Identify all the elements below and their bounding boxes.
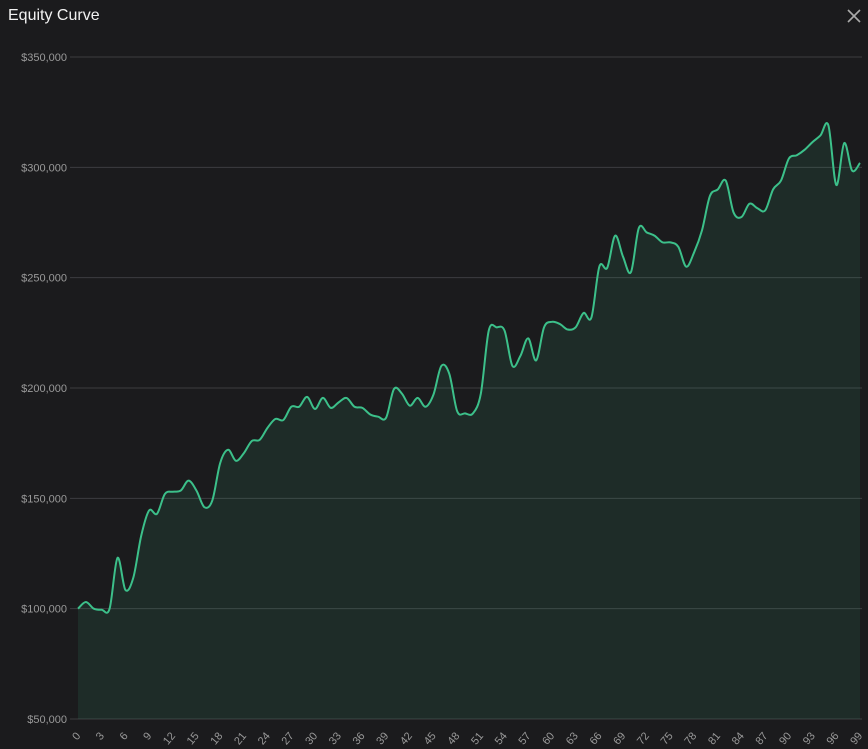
x-tick-label: 9 <box>141 730 154 742</box>
x-tick-label: 18 <box>208 730 225 747</box>
x-tick-label: 15 <box>185 730 202 747</box>
x-tick-label: 69 <box>611 730 628 747</box>
x-tick-label: 81 <box>706 730 723 747</box>
y-tick-label: $200,000 <box>21 383 67 395</box>
x-tick-label: 6 <box>118 730 131 742</box>
x-tick-label: 48 <box>445 730 462 747</box>
y-tick-label: $250,000 <box>21 273 67 285</box>
area-fill <box>78 122 860 720</box>
x-tick-label: 12 <box>161 730 178 747</box>
x-tick-label: 63 <box>564 730 581 747</box>
y-tick-label: $50,000 <box>27 714 67 726</box>
x-tick-label: 42 <box>398 730 415 747</box>
equity-line <box>77 122 861 614</box>
x-tick-label: 90 <box>777 730 794 747</box>
y-tick-label: $100,000 <box>21 604 67 616</box>
x-tick-label: 84 <box>730 730 747 747</box>
x-tick-label: 51 <box>469 730 486 747</box>
x-tick-label: 36 <box>351 730 368 747</box>
x-tick-label: 24 <box>256 730 273 747</box>
x-tick-label: 39 <box>374 730 391 747</box>
y-tick-label: $350,000 <box>21 52 67 64</box>
x-tick-label: 93 <box>801 730 818 747</box>
x-tick-label: 30 <box>303 730 320 747</box>
x-tick-label: 60 <box>540 730 557 747</box>
close-button[interactable] <box>844 6 864 26</box>
x-tick-label: 3 <box>94 730 107 742</box>
x-tick-label: 57 <box>516 730 533 747</box>
x-tick-label: 72 <box>635 730 652 747</box>
x-tick-label: 33 <box>327 730 344 747</box>
x-tick-label: 21 <box>232 730 249 747</box>
x-tick-label: 78 <box>682 730 699 747</box>
x-tick-label: 27 <box>280 730 297 747</box>
x-tick-label: 99 <box>848 730 865 747</box>
x-tick-label: 0 <box>70 730 83 742</box>
y-tick-label: $150,000 <box>21 493 67 505</box>
x-tick-label: 54 <box>493 730 510 747</box>
x-tick-label: 45 <box>422 730 439 747</box>
x-tick-label: 75 <box>659 730 676 747</box>
x-tick-label: 87 <box>753 730 770 747</box>
x-tick-label: 66 <box>588 730 605 747</box>
chart-title: Equity Curve <box>8 7 100 24</box>
x-tick-label: 96 <box>825 730 842 747</box>
y-tick-label: $300,000 <box>21 162 67 174</box>
